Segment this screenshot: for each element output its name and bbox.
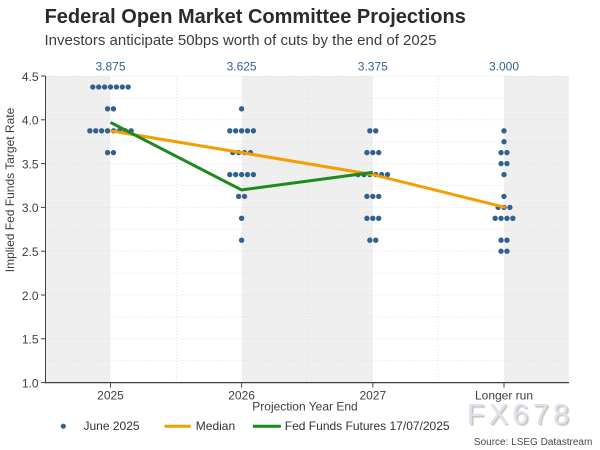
svg-text:3.375: 3.375 bbox=[358, 60, 388, 74]
svg-text:2026: 2026 bbox=[228, 388, 255, 402]
svg-text:1.0: 1.0 bbox=[22, 376, 39, 390]
svg-text:June 2025: June 2025 bbox=[84, 419, 140, 433]
svg-text:Investors anticipate 50bps wor: Investors anticipate 50bps worth of cuts… bbox=[45, 32, 437, 49]
svg-text:Median: Median bbox=[196, 419, 235, 433]
svg-text:1.5: 1.5 bbox=[22, 333, 39, 347]
svg-text:Fed Funds Futures 17/07/2025: Fed Funds Futures 17/07/2025 bbox=[285, 419, 450, 433]
svg-text:3.000: 3.000 bbox=[489, 60, 519, 74]
svg-text:Longer run: Longer run bbox=[475, 388, 533, 402]
svg-text:3.0: 3.0 bbox=[22, 201, 39, 215]
svg-text:FX678: FX678 bbox=[468, 401, 574, 433]
svg-text:4.0: 4.0 bbox=[22, 114, 39, 128]
svg-text:Source: LSEG Datastream: Source: LSEG Datastream bbox=[474, 437, 592, 448]
svg-text:2.0: 2.0 bbox=[22, 289, 39, 303]
svg-text:2.5: 2.5 bbox=[22, 245, 39, 259]
svg-text:Projection Year End: Projection Year End bbox=[252, 400, 357, 414]
svg-text:FX678: FX678 bbox=[467, 399, 573, 431]
svg-text:3.5: 3.5 bbox=[22, 157, 39, 171]
svg-text:4.5: 4.5 bbox=[22, 70, 39, 84]
svg-text:Federal Open Market Committee: Federal Open Market Committee Projection… bbox=[45, 6, 466, 28]
svg-text:Implied Fed Funds Target Rate: Implied Fed Funds Target Rate bbox=[3, 107, 17, 272]
svg-text:3.875: 3.875 bbox=[95, 60, 125, 74]
svg-text:3.625: 3.625 bbox=[227, 60, 257, 74]
svg-text:2025: 2025 bbox=[97, 388, 124, 402]
svg-text:2027: 2027 bbox=[359, 388, 386, 402]
